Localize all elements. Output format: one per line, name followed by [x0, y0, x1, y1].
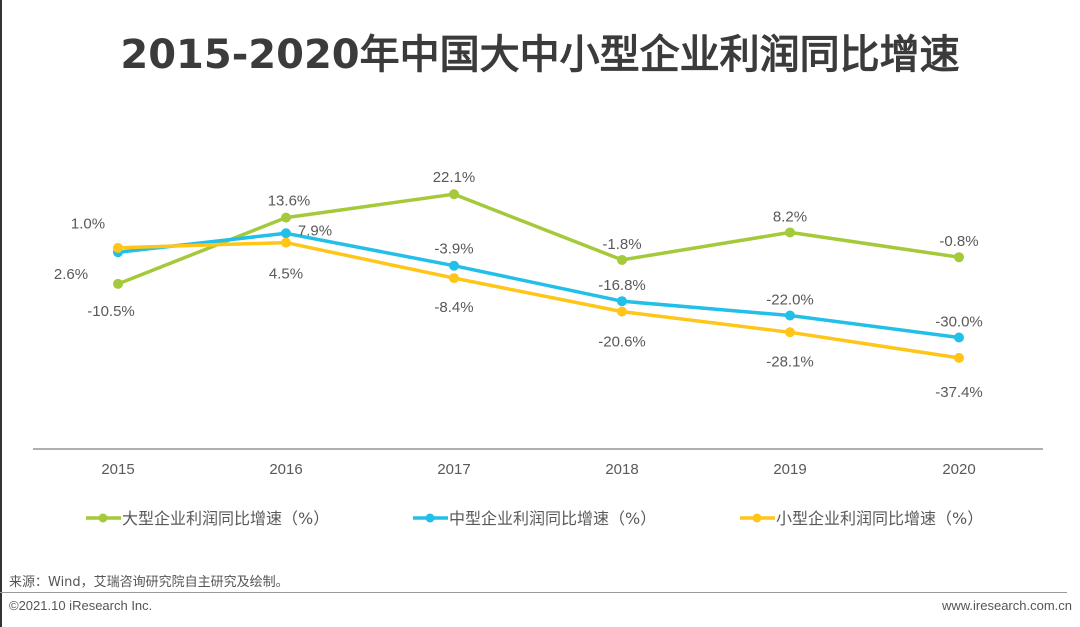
- copyright: ©2021.10 iResearch Inc.: [9, 598, 153, 613]
- series-lines: [117, 192, 960, 360]
- data-label: -8.4%: [434, 299, 473, 316]
- data-point: [785, 227, 795, 238]
- data-point: [113, 242, 123, 253]
- data-label: -20.6%: [598, 334, 646, 351]
- data-label: -0.8%: [939, 233, 978, 250]
- data-label: 8.2%: [773, 208, 807, 225]
- data-point: [617, 306, 627, 317]
- x-tick-label: 2016: [269, 461, 302, 478]
- data-point: [281, 228, 291, 239]
- legend-label: 中型企业利润同比增速（%）: [449, 509, 656, 528]
- legend-marker-icon: [752, 513, 762, 523]
- data-point: [954, 332, 964, 343]
- data-label: -22.0%: [766, 292, 814, 309]
- legend-label: 小型企业利润同比增速（%）: [776, 509, 983, 528]
- data-label: 22.1%: [433, 169, 476, 186]
- legend-label: 大型企业利润同比增速（%）: [122, 509, 329, 528]
- data-point: [785, 327, 795, 338]
- x-tick-label: 2019: [773, 461, 806, 478]
- series-line-0: [117, 192, 960, 286]
- data-label: 7.9%: [298, 222, 332, 239]
- data-label: 4.5%: [269, 266, 303, 283]
- series-line-2: [117, 240, 960, 360]
- data-point: [449, 273, 459, 284]
- data-labels: -10.5% 13.6% 22.1% -1.8% 8.2% -0.8% 1.0% 7.9% -3…: [54, 169, 983, 401]
- legend-item-1: 中型企业利润同比增速（%）: [413, 509, 656, 528]
- data-point: [113, 278, 123, 289]
- website-link[interactable]: www.iresearch.com.cn: [941, 598, 1072, 613]
- data-point: [281, 212, 291, 223]
- data-point: [954, 252, 964, 263]
- data-label: -3.9%: [434, 241, 473, 258]
- chart-title: 2015-2020年中国大中小型企业利润同比增速: [120, 32, 960, 78]
- data-point: [449, 189, 459, 200]
- data-point: [617, 296, 627, 307]
- data-point: [617, 254, 627, 265]
- data-label: 1.0%: [71, 215, 105, 232]
- source-note: 来源：Wind，艾瑞咨询研究院自主研究及绘制。: [9, 575, 289, 590]
- data-point: [281, 237, 291, 248]
- data-label: 13.6%: [268, 193, 311, 210]
- data-point: [954, 352, 964, 363]
- legend-item-2: 小型企业利润同比增速（%）: [740, 509, 983, 528]
- legend-item-0: 大型企业利润同比增速（%）: [86, 509, 329, 528]
- data-label: -28.1%: [766, 353, 814, 370]
- x-tick-label: 2020: [942, 461, 975, 478]
- data-label: 2.6%: [54, 266, 88, 283]
- legend-marker-icon: [425, 513, 435, 523]
- x-tick-label: 2015: [101, 461, 134, 478]
- x-tick-label: 2018: [605, 461, 638, 478]
- left-border: [0, 0, 2, 627]
- data-point: [785, 310, 795, 321]
- data-label: -37.4%: [935, 384, 983, 401]
- series-line-1: [117, 231, 960, 340]
- x-tick-labels: 2015 2016 2017 2018 2019 2020: [101, 461, 975, 478]
- legend: 大型企业利润同比增速（%） 中型企业利润同比增速（%） 小型企业利润同比增速（%）: [86, 509, 983, 528]
- footer-divider: [0, 592, 1067, 593]
- data-label: -1.8%: [602, 236, 641, 253]
- series-points: [113, 189, 964, 363]
- data-label: -10.5%: [87, 303, 135, 320]
- data-label: -30.0%: [935, 314, 983, 331]
- legend-marker-icon: [98, 513, 108, 523]
- x-tick-label: 2017: [437, 461, 470, 478]
- data-point: [449, 260, 459, 271]
- data-label: -16.8%: [598, 277, 646, 294]
